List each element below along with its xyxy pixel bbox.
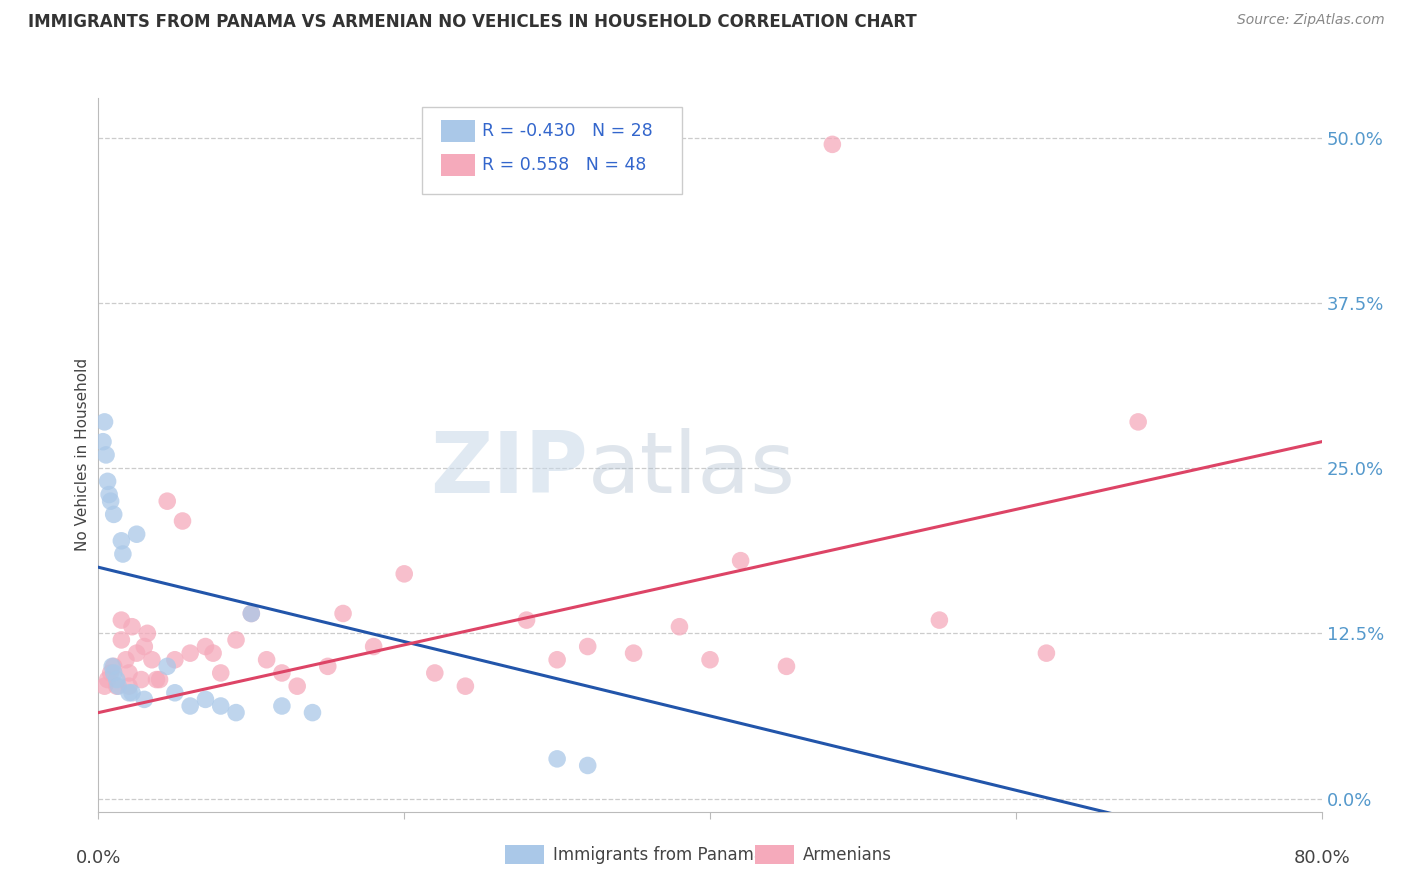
Point	[98, 487, 121, 501]
Point	[516, 613, 538, 627]
Point	[134, 692, 156, 706]
Point	[209, 698, 232, 713]
Point	[101, 659, 124, 673]
Point	[97, 673, 120, 687]
Point	[256, 653, 278, 667]
Point	[156, 494, 179, 508]
Point	[775, 659, 797, 673]
Point	[115, 653, 138, 667]
Text: atlas: atlas	[588, 427, 796, 511]
Text: ZIP: ZIP	[430, 427, 588, 511]
Point	[1128, 415, 1150, 429]
Point	[285, 679, 308, 693]
Point	[240, 607, 263, 621]
Point	[163, 686, 186, 700]
Point	[1035, 646, 1057, 660]
Point	[270, 698, 294, 713]
Point	[454, 679, 477, 693]
Text: 0.0%: 0.0%	[76, 848, 121, 867]
Text: R = -0.430   N = 28: R = -0.430 N = 28	[482, 122, 652, 140]
Point	[121, 686, 143, 700]
Point	[103, 659, 125, 673]
Point	[668, 620, 690, 634]
Point	[103, 508, 125, 522]
Point	[699, 653, 721, 667]
Point	[110, 533, 132, 548]
Point	[821, 137, 844, 152]
Point	[623, 646, 645, 660]
Point	[107, 679, 129, 693]
Point	[332, 607, 354, 621]
Point	[100, 665, 122, 680]
Point	[110, 632, 132, 647]
Point	[423, 665, 446, 680]
Point	[105, 673, 128, 687]
Text: Source: ZipAtlas.com: Source: ZipAtlas.com	[1237, 13, 1385, 28]
Text: IMMIGRANTS FROM PANAMA VS ARMENIAN NO VEHICLES IN HOUSEHOLD CORRELATION CHART: IMMIGRANTS FROM PANAMA VS ARMENIAN NO VE…	[28, 13, 917, 31]
Point	[546, 752, 568, 766]
Point	[111, 547, 134, 561]
Point	[93, 679, 115, 693]
Point	[118, 686, 141, 700]
Point	[129, 673, 152, 687]
Point	[134, 640, 156, 654]
Text: Immigrants from Panama: Immigrants from Panama	[553, 846, 763, 863]
Text: Armenians: Armenians	[803, 846, 891, 863]
Point	[392, 566, 416, 581]
Point	[97, 475, 120, 489]
Point	[179, 646, 201, 660]
Point	[172, 514, 194, 528]
Point	[125, 527, 148, 541]
Point	[103, 665, 125, 680]
Text: 80.0%: 80.0%	[1294, 848, 1350, 867]
Point	[121, 620, 143, 634]
Point	[118, 679, 141, 693]
Point	[141, 653, 163, 667]
Point	[93, 415, 115, 429]
Point	[270, 665, 294, 680]
Point	[149, 673, 172, 687]
Point	[179, 698, 201, 713]
Point	[118, 665, 141, 680]
Point	[145, 673, 167, 687]
Point	[576, 640, 599, 654]
Text: R = 0.558   N = 48: R = 0.558 N = 48	[482, 156, 647, 174]
Y-axis label: No Vehicles in Household: No Vehicles in Household	[75, 359, 90, 551]
Point	[928, 613, 950, 627]
Point	[91, 434, 114, 449]
Point	[156, 659, 179, 673]
Point	[225, 706, 247, 720]
Point	[125, 646, 148, 660]
Point	[209, 665, 232, 680]
Point	[100, 494, 122, 508]
Point	[136, 626, 159, 640]
Point	[240, 607, 263, 621]
Point	[225, 632, 247, 647]
Point	[105, 679, 128, 693]
Point	[363, 640, 385, 654]
Point	[94, 448, 117, 462]
Point	[163, 653, 186, 667]
Point	[546, 653, 568, 667]
Point	[202, 646, 225, 660]
Point	[730, 554, 752, 568]
Point	[301, 706, 323, 720]
Point	[194, 640, 217, 654]
Point	[316, 659, 339, 673]
Point	[576, 758, 599, 772]
Point	[110, 613, 132, 627]
Point	[194, 692, 217, 706]
